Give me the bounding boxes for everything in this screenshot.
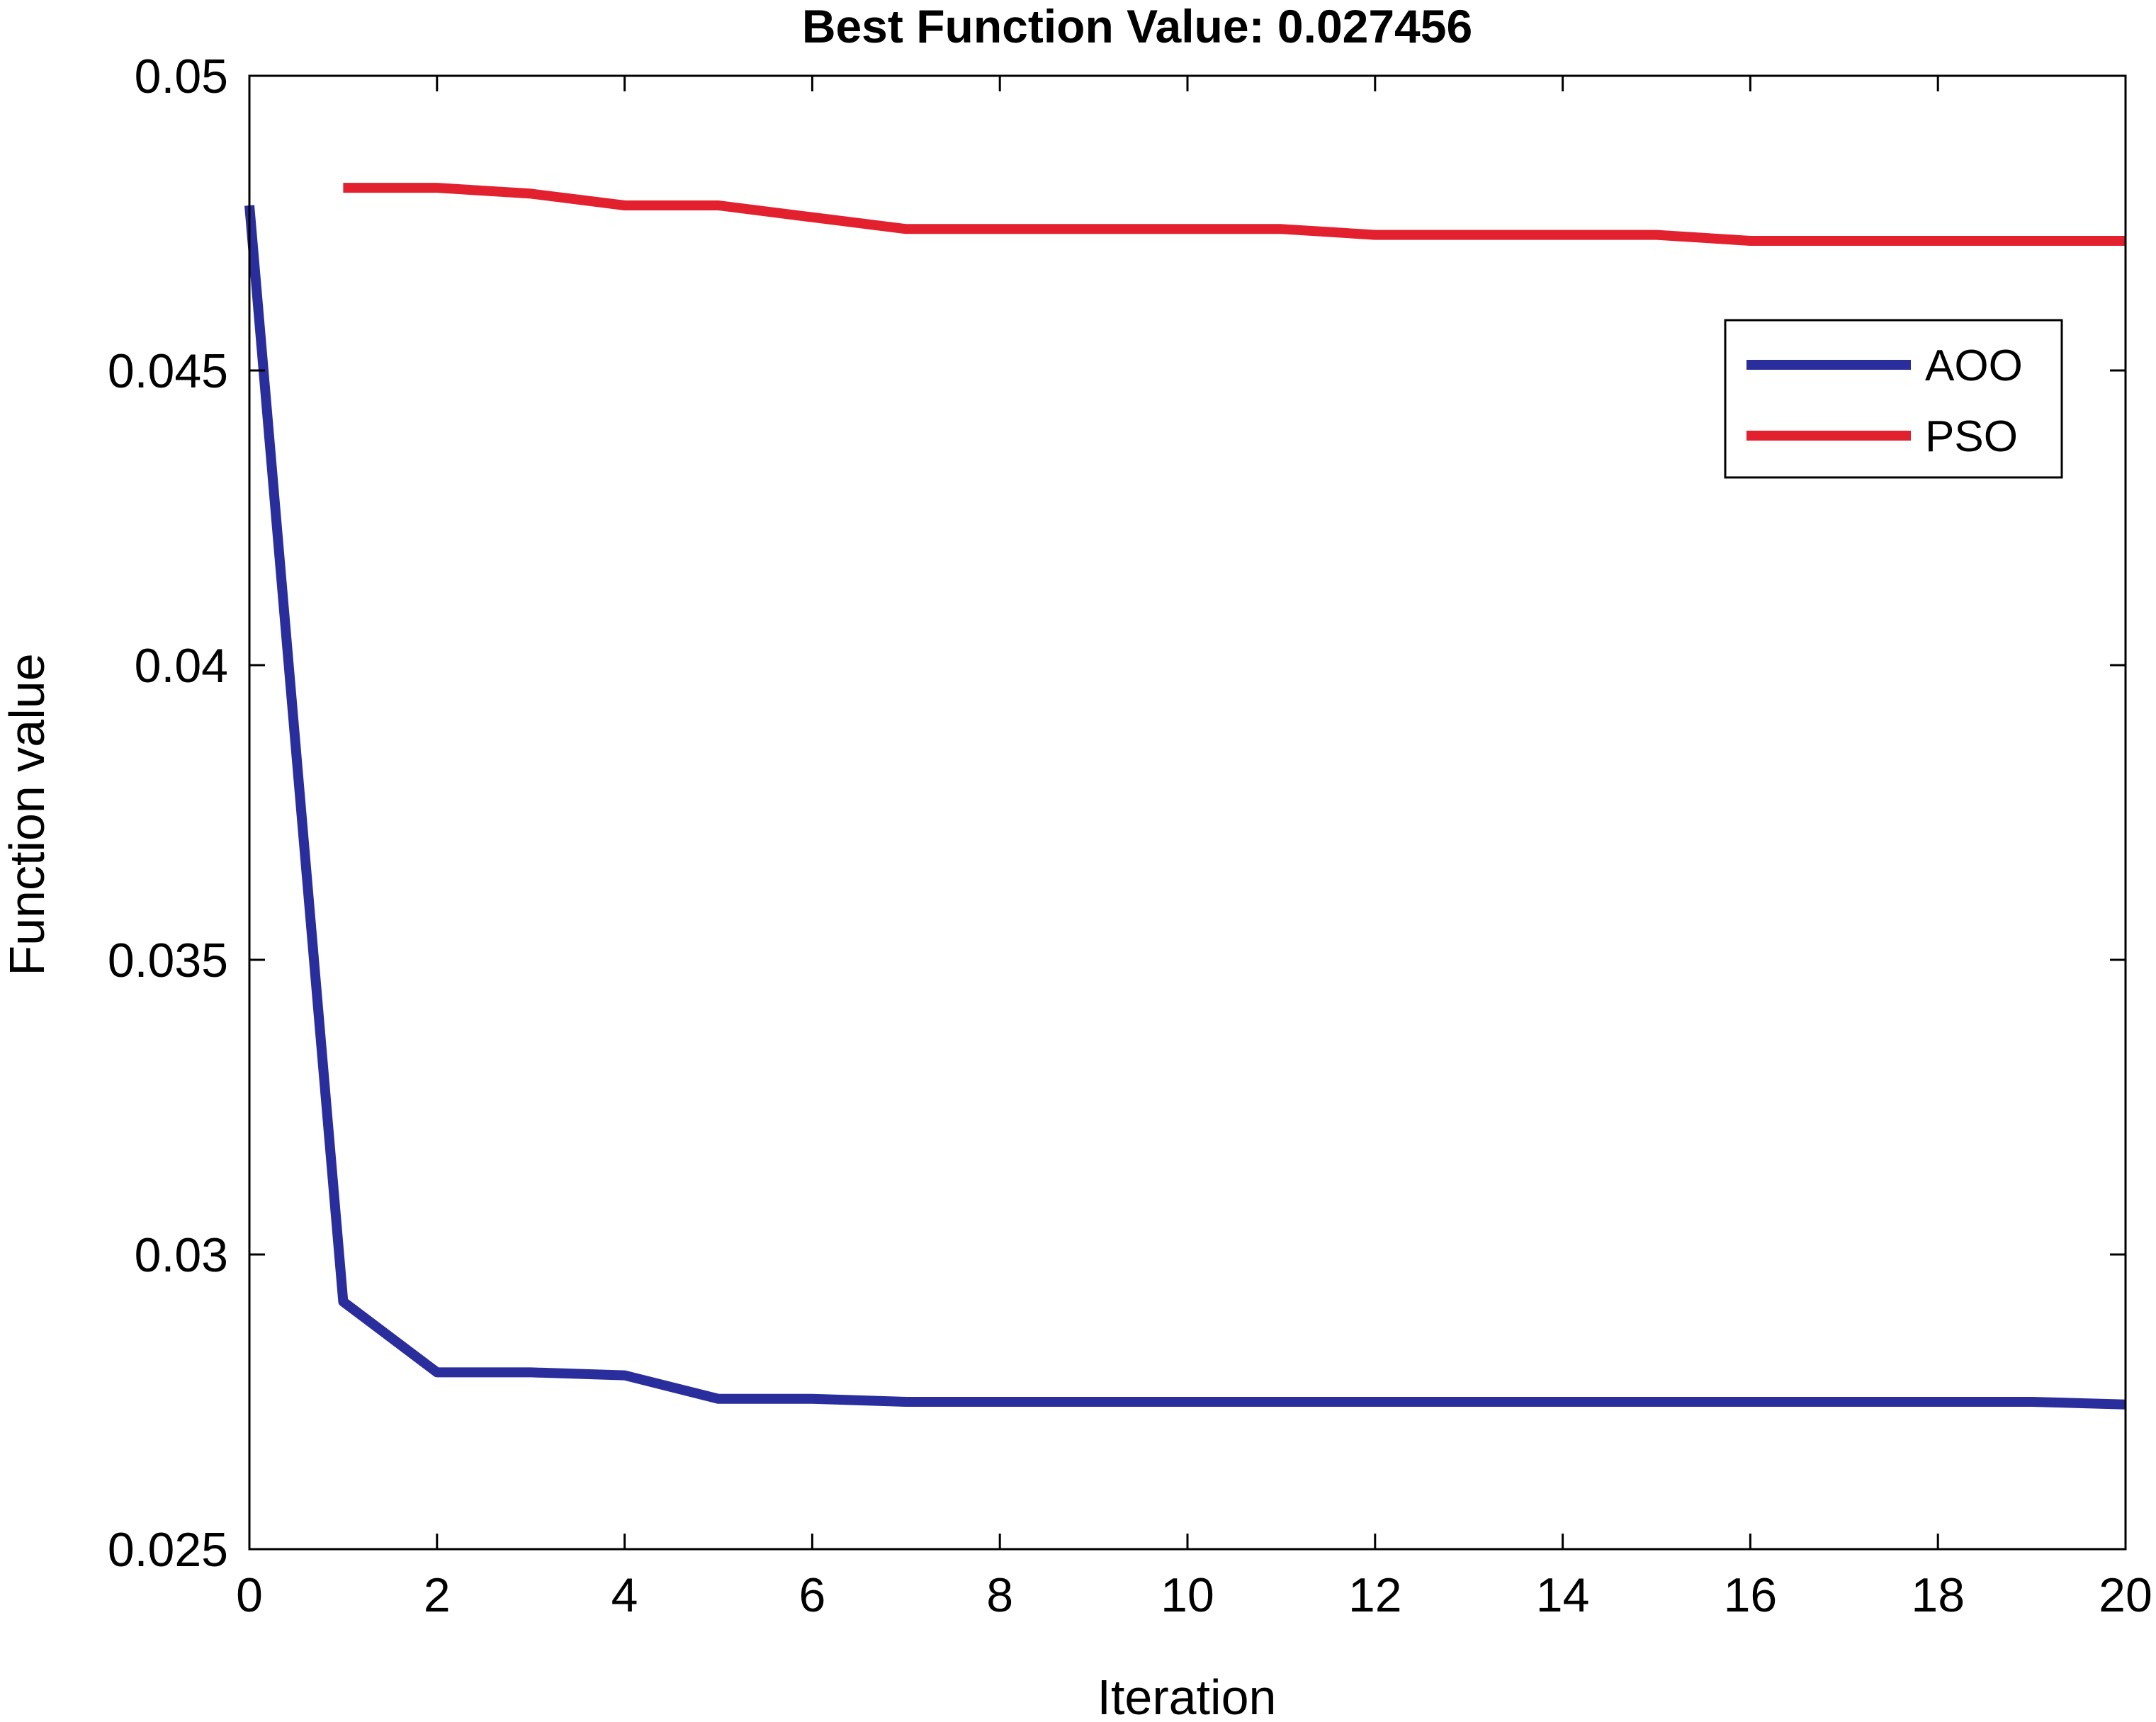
x-tick-label: 20 [2099,1568,2152,1622]
y-tick-label: 0.05 [135,50,228,103]
x-tick-label: 12 [1348,1568,1402,1622]
y-tick-label: 0.03 [135,1228,228,1282]
x-tick-label: 16 [1724,1568,1778,1622]
chart-title: Best Function Value: 0.027456 [802,0,1472,52]
y-tick-label: 0.035 [108,934,228,987]
x-tick-label: 10 [1161,1568,1214,1622]
plot-area-frame [248,74,2127,1551]
legend-label-pso: PSO [1925,412,2018,461]
legend: AOO PSO [1724,319,2063,479]
y-tick-label: 0.025 [108,1523,228,1577]
x-tick-label: 14 [1536,1568,1590,1622]
x-axis-label: Iteration [1097,1670,1277,1722]
series-line-pso [343,183,2126,246]
legend-box [1724,319,2063,479]
y-axis-label: Function value [0,653,55,975]
x-tick-label: 8 [986,1568,1013,1622]
series-line-aoo [244,205,2126,1410]
x-tick-label: 0 [236,1568,263,1622]
x-tick-label: 6 [798,1568,825,1622]
y-tick-label: 0.045 [108,344,228,398]
x-tick-label: 2 [424,1568,451,1622]
legend-label-aoo: AOO [1925,341,2023,390]
plot-series-group [244,183,2126,1410]
x-tick-label: 18 [1911,1568,1965,1622]
y-tick-label: 0.04 [135,639,228,693]
axis-ticks-group: 0 2 4 6 8 10 12 14 16 18 20 0.025 0.03 0.035 0.04 0.045… [108,50,2152,1622]
x-tick-label: 4 [611,1568,638,1622]
